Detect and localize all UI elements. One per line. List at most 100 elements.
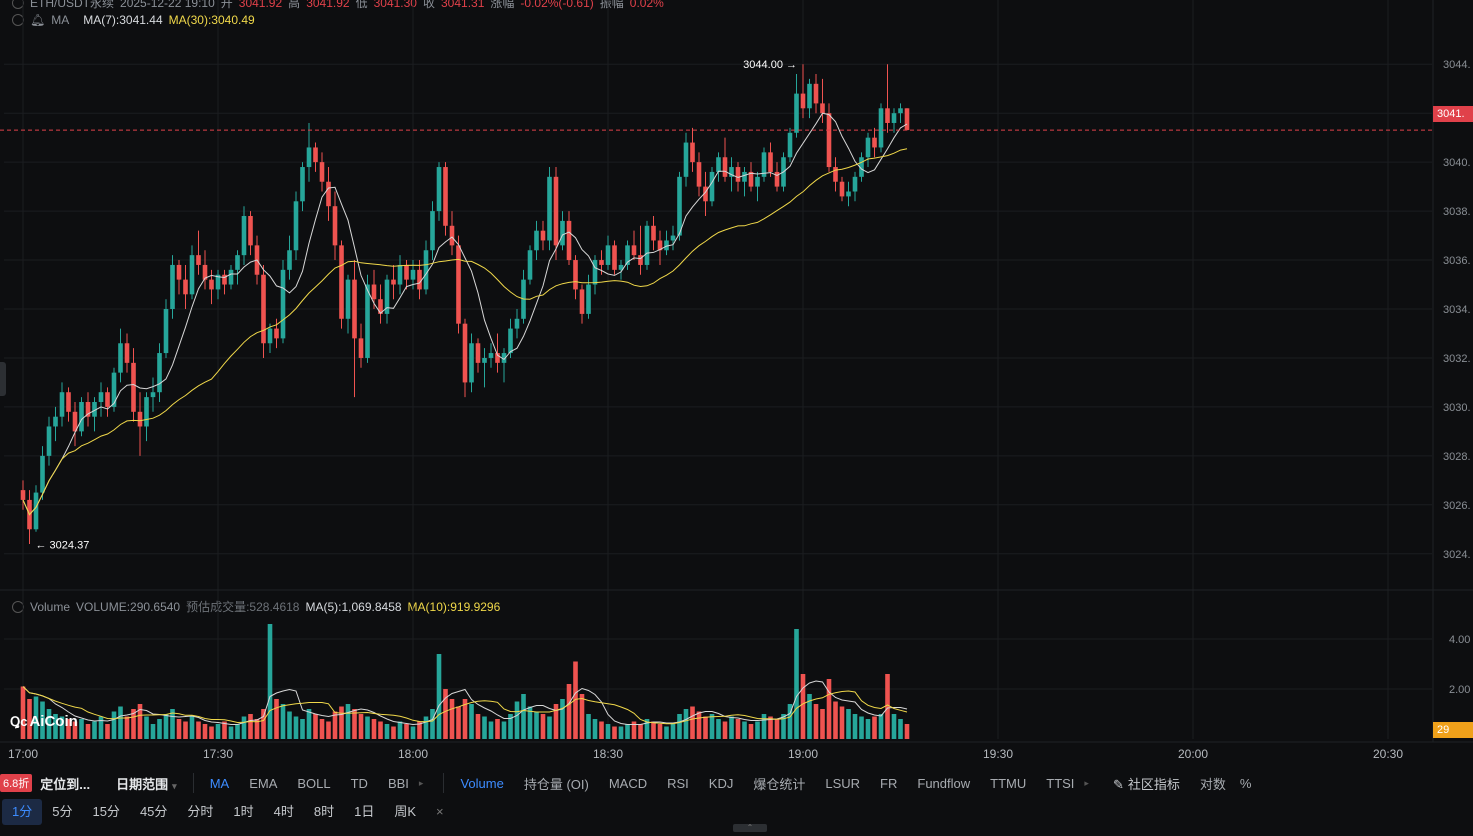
- date-range-button[interactable]: 日期范围 ▾: [100, 774, 187, 793]
- volume-bar: [573, 661, 578, 739]
- timeframe-5m[interactable]: 5分: [52, 804, 73, 819]
- candle-body: [274, 328, 279, 339]
- timeframe-8h[interactable]: 8时: [313, 804, 335, 819]
- indicator-fundflow[interactable]: Fundflow: [917, 775, 971, 791]
- timeframe-1h[interactable]: 1时: [233, 804, 254, 819]
- x-tick-label: 20:30: [1373, 747, 1403, 761]
- indicator-ttsi[interactable]: TTSI: [1046, 775, 1075, 791]
- volume-bar: [46, 709, 52, 739]
- volume-bar: [66, 719, 71, 739]
- candle-body: [46, 426, 52, 456]
- volume-bar: [482, 716, 487, 739]
- candle-body: [332, 206, 338, 246]
- volume-bar: [612, 726, 617, 739]
- volume-bar: [813, 704, 819, 739]
- candle-body: [553, 176, 559, 246]
- more-indicators-icon[interactable]: ▸: [418, 777, 424, 788]
- locate-button[interactable]: 定位到...: [40, 776, 91, 792]
- volume-bar: [118, 706, 123, 739]
- indicator-rsi[interactable]: RSI: [667, 775, 689, 791]
- timeframe-1d[interactable]: 1日: [354, 804, 375, 819]
- volume-bar: [690, 706, 695, 739]
- close-icon[interactable]: ×: [436, 804, 444, 819]
- volume-bar: [631, 721, 637, 739]
- timeframe-week[interactable]: 周K: [394, 804, 417, 819]
- indicator-ma[interactable]: MA: [209, 775, 230, 791]
- indicator-fr[interactable]: FR: [880, 775, 898, 791]
- volume-bar: [79, 719, 84, 739]
- volume-bar: [170, 709, 175, 739]
- indicator-kdj[interactable]: KDJ: [708, 775, 734, 791]
- volume-bar: [800, 674, 806, 739]
- indicator-ttmu[interactable]: TTMU: [990, 775, 1027, 791]
- volume-bar: [183, 721, 188, 739]
- volume-bar: [540, 714, 546, 739]
- volume-bar: [618, 726, 624, 739]
- candlestick-chart[interactable]: 3044.3042.3040.3038.3036.3034.3032.3030.…: [0, 0, 1473, 768]
- timeframe-15m[interactable]: 15分: [92, 804, 120, 819]
- candle-body: [651, 225, 656, 241]
- volume-tick-label: 4.00: [1449, 634, 1470, 646]
- volume-bar: [521, 694, 526, 739]
- volume-bar: [852, 714, 858, 739]
- log-scale-toggle[interactable]: 对数: [1199, 776, 1226, 792]
- volume-bar: [787, 704, 793, 739]
- y-tick-label: 3036.: [1443, 255, 1471, 267]
- volume-bar: [33, 696, 39, 739]
- axes: 3044.3042.3040.3038.3036.3034.3032.3030.…: [8, 59, 1471, 761]
- ma-legend: 🔔︎ MA MA(7):3041.44 MA(30):3040.49: [12, 13, 255, 27]
- candle-body: [326, 181, 331, 207]
- more-indicators-icon[interactable]: ▸: [1084, 777, 1089, 788]
- volume-bar: [423, 716, 429, 739]
- volume-bar: [683, 709, 689, 739]
- volume-bar: [514, 701, 520, 739]
- indicator-lsur[interactable]: LSUR: [825, 775, 861, 791]
- candle-body: [852, 176, 858, 192]
- volume-bar: [352, 709, 357, 739]
- candle-body: [800, 93, 806, 109]
- candle-body: [566, 220, 572, 261]
- volume-bar: [768, 716, 773, 739]
- discount-badge[interactable]: 6.8折: [0, 774, 33, 792]
- timeframe-4h[interactable]: 4时: [273, 804, 294, 819]
- candle-body: [183, 279, 188, 295]
- indicator-ema[interactable]: EMA: [249, 775, 278, 791]
- candle-body: [241, 215, 247, 256]
- bell-icon[interactable]: 🔔︎: [30, 13, 46, 27]
- volume-bar: [20, 686, 26, 739]
- timeframe-1m[interactable]: 1分: [2, 799, 43, 825]
- indicator-oi[interactable]: 持仓量 (OI): [523, 776, 589, 792]
- indicator-td[interactable]: TD: [350, 775, 368, 791]
- candle-body: [495, 353, 500, 363]
- candle-body: [508, 328, 513, 354]
- volume-bar: [27, 699, 32, 739]
- candle-body: [235, 255, 240, 270]
- community-indicators-button[interactable]: ✎ 社区指标: [1103, 774, 1190, 793]
- indicator-macd[interactable]: MACD: [608, 775, 648, 791]
- indicator-liquidation[interactable]: 爆仓统计: [753, 776, 806, 792]
- expand-panel-handle[interactable]: ⌃: [733, 824, 767, 832]
- candle-body: [319, 162, 325, 182]
- candle-body: [514, 318, 520, 329]
- indicator-volume[interactable]: Volume: [460, 775, 504, 791]
- candle-body: [768, 152, 773, 172]
- candle-body: [898, 108, 903, 114]
- estimated-volume: 预估成交量:528.4618: [186, 600, 300, 614]
- volume-bar: [696, 711, 702, 739]
- indicator-boll[interactable]: BOLL: [297, 775, 331, 791]
- candle-body: [579, 289, 585, 314]
- volume-bar: [885, 674, 890, 739]
- timeframe-timeshare[interactable]: 分时: [187, 804, 214, 819]
- ma30-line: [22, 148, 908, 516]
- volume-bar: [716, 719, 721, 739]
- volume-bar: [508, 714, 513, 739]
- volume-bar: [144, 716, 149, 739]
- indicator-bbi[interactable]: BBI: [387, 775, 409, 791]
- sidebar-toggle[interactable]: [0, 362, 6, 396]
- percent-scale-toggle[interactable]: %: [1239, 775, 1252, 791]
- candle-body: [53, 416, 58, 427]
- timeframe-45m[interactable]: 45分: [139, 804, 168, 819]
- candle-body: [605, 245, 611, 265]
- candle-body: [144, 397, 149, 427]
- volume-bar: [826, 679, 832, 739]
